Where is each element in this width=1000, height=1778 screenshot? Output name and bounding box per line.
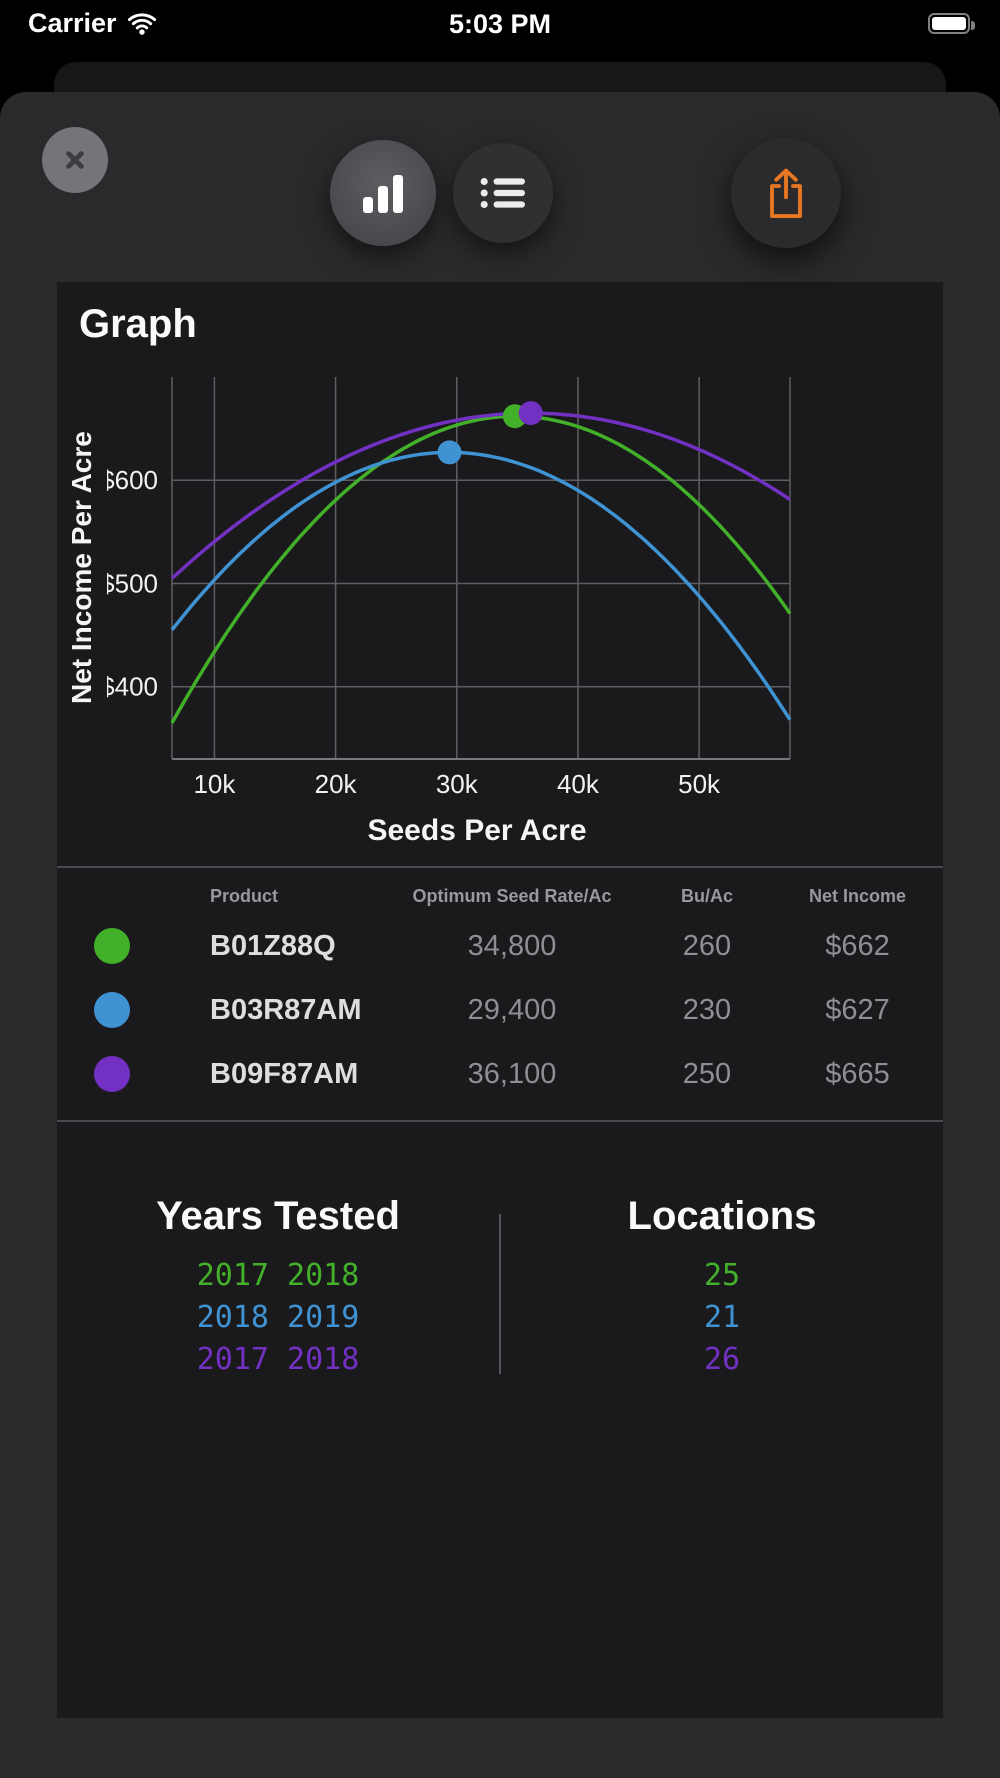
battery-icon: [928, 13, 975, 34]
bu-ac-value: 250: [682, 1057, 732, 1090]
battery-cap: [971, 21, 975, 30]
product-name: B03R87AM: [210, 993, 362, 1026]
history-section: Years Tested 2017 2018 2018 2019 2017 20…: [57, 1194, 943, 1381]
table-row: B09F87AM 36,100 250 $665: [57, 1042, 943, 1106]
status-time: 5:03 PM: [448, 9, 552, 39]
x-icon: [66, 151, 84, 169]
svg-text:20k: 20k: [315, 769, 358, 799]
status-bar: Carrier 5:03 PM: [0, 0, 1000, 48]
svg-text:$500: $500: [107, 569, 158, 599]
col-header-net-income: Net Income: [808, 885, 907, 906]
col-header-product: Product: [210, 885, 279, 906]
years-tested-value: 2017 2018: [196, 1258, 360, 1293]
bu-ac-value: 230: [682, 993, 732, 1026]
svg-text:$600: $600: [107, 465, 158, 495]
col-header-bu-ac: Bu/Ac: [680, 885, 733, 906]
svg-text:$400: $400: [107, 672, 158, 702]
panel-title: Graph: [79, 302, 197, 346]
seed-rate-income-chart: $400 $500 $600 10k 20k 30k 40k 50k: [107, 377, 792, 799]
results-table: Product Optimum Seed Rate/Ac Bu/Ac Net I…: [57, 878, 943, 1106]
battery-fill: [932, 17, 966, 30]
toolbar: [0, 92, 1000, 282]
svg-text:30k: 30k: [436, 769, 479, 799]
bar-chart-icon: [363, 175, 403, 213]
product-name: B09F87AM: [210, 1057, 359, 1090]
chart-area: Net Income Per Acre $400 $500 $600 10k 20k 30…: [57, 373, 943, 808]
years-tested-column: Years Tested 2017 2018 2018 2019 2017 20…: [57, 1194, 499, 1381]
table-header: Product Optimum Seed Rate/Ac Bu/Ac Net I…: [57, 878, 943, 914]
carrier-label: Carrier: [28, 8, 117, 38]
locations-value: 25: [703, 1258, 741, 1293]
results-sheet: Graph Net Income Per Acre $400 $500 $600 10…: [0, 92, 1000, 1778]
y-axis-title: Net Income Per Acre: [66, 431, 97, 705]
locations-value: 21: [703, 1300, 741, 1335]
locations-column: Locations 25 21 26: [501, 1194, 943, 1381]
series-color-dot: [94, 992, 130, 1028]
table-row: B01Z88Q 34,800 260 $662: [57, 914, 943, 978]
net-income-value: $662: [825, 929, 890, 962]
list-view-button[interactable]: [453, 143, 553, 243]
years-tested-value: 2017 2018: [196, 1342, 360, 1377]
share-button[interactable]: [731, 138, 841, 248]
seed-rate-value: 34,800: [467, 929, 557, 962]
bullet-list-icon: [480, 177, 525, 209]
svg-text:50k: 50k: [678, 769, 721, 799]
net-income-value: $627: [825, 993, 890, 1026]
years-tested-title: Years Tested: [156, 1194, 400, 1238]
seed-rate-value: 36,100: [467, 1057, 557, 1090]
x-axis-title: Seeds Per Acre: [367, 814, 587, 847]
years-tested-value: 2018 2019: [196, 1300, 360, 1335]
svg-text:40k: 40k: [557, 769, 600, 799]
net-income-value: $665: [825, 1057, 890, 1090]
chart-view-button[interactable]: [330, 140, 436, 246]
svg-text:10k: 10k: [193, 769, 236, 799]
vertical-divider: [499, 1214, 501, 1374]
seed-rate-value: 29,400: [467, 993, 557, 1026]
share-up-arrow-icon: [770, 168, 802, 219]
divider: [57, 1120, 943, 1122]
locations-title: Locations: [627, 1194, 817, 1238]
locations-value: 26: [703, 1342, 741, 1377]
close-button[interactable]: [42, 127, 108, 193]
table-row: B03R87AM 29,400 230 $627: [57, 978, 943, 1042]
product-name: B01Z88Q: [210, 929, 336, 962]
series-color-dot: [94, 928, 130, 964]
wifi-icon: [127, 12, 156, 35]
graph-panel: Graph Net Income Per Acre $400 $500 $600 10…: [57, 282, 943, 1718]
bu-ac-value: 260: [682, 929, 732, 962]
divider: [57, 866, 943, 868]
series-color-dot: [94, 1056, 130, 1092]
col-header-seed-rate: Optimum Seed Rate/Ac: [412, 885, 612, 906]
